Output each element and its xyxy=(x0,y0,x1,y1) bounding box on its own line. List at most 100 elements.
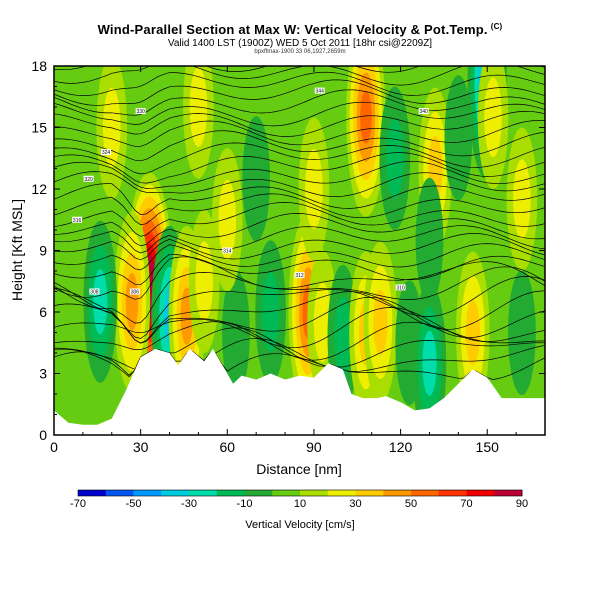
contour-label: 306 xyxy=(131,290,140,296)
theta-contour xyxy=(54,233,545,261)
contour-label: 316 xyxy=(73,218,82,224)
copyright-mark: (C) xyxy=(490,22,503,31)
velocity-cell xyxy=(305,149,323,229)
x-tick-label: 120 xyxy=(389,439,413,455)
colorbar-swatch xyxy=(438,490,467,496)
theta-contour xyxy=(54,142,545,175)
theta-contour xyxy=(54,213,545,247)
colorbar-tick-label: 30 xyxy=(349,498,361,510)
theta-contour xyxy=(54,71,545,96)
contour-label-box xyxy=(135,108,146,115)
velocity-cell xyxy=(484,77,502,158)
theta-contour xyxy=(54,321,545,361)
colorbar: -70 -50 -30 -10 10 30 50 70 90 xyxy=(70,489,528,510)
colorbar-swatch xyxy=(272,490,301,496)
velocity-cell xyxy=(360,90,372,144)
velocity-cell xyxy=(261,272,280,352)
y-tick-label: 15 xyxy=(31,120,47,136)
velocity-cell xyxy=(415,177,444,303)
velocity-cell xyxy=(93,269,108,335)
contour-label: 324 xyxy=(102,150,111,156)
axes: 0 30 60 90 120 150 0 3 6 9 12 15 18 xyxy=(31,58,545,455)
theta-contour xyxy=(54,79,545,106)
contour-label: 330 xyxy=(136,109,145,115)
y-tick-label: 9 xyxy=(39,243,47,259)
y-tick-label: 6 xyxy=(39,304,47,320)
colorbar-swatch xyxy=(466,490,495,496)
x-tick-label: 0 xyxy=(50,439,58,455)
colorbar-tick-label: 50 xyxy=(405,498,417,510)
theta-contour xyxy=(54,152,545,184)
theta-contour xyxy=(54,39,545,64)
y-tick-label: 3 xyxy=(39,366,47,382)
theta-contour xyxy=(54,276,545,339)
velocity-cell xyxy=(222,269,250,396)
colorbar-tick-label: 10 xyxy=(294,498,306,510)
theta-contour xyxy=(54,110,545,137)
colorbar-tick-label: -70 xyxy=(70,498,86,510)
colorbar-frame xyxy=(77,489,523,497)
velocity-cell xyxy=(373,289,388,355)
y-tick-label: 0 xyxy=(39,427,47,443)
contour-label-box xyxy=(100,149,111,156)
x-tick-label: 60 xyxy=(220,439,236,455)
theta-contour xyxy=(54,171,545,197)
colorbar-swatch xyxy=(355,490,384,496)
colorbar-tick-label: -10 xyxy=(237,498,253,510)
theta-contour xyxy=(54,327,545,370)
contour-label-box xyxy=(418,108,429,115)
contour-label: 310 xyxy=(396,285,405,291)
contour-label: 312 xyxy=(295,273,304,279)
velocity-cell xyxy=(334,296,352,377)
terrain-profile xyxy=(54,348,545,435)
colorbar-label: Vertical Velocity [cm/s] xyxy=(245,519,354,531)
contour-label: 344 xyxy=(316,89,325,95)
contour-label-box xyxy=(129,288,140,295)
colorbar-swatch xyxy=(78,490,107,496)
theta-contour xyxy=(54,101,545,127)
colorbar-swatch xyxy=(327,490,356,496)
contour-label: 314 xyxy=(223,249,232,255)
terrain xyxy=(54,348,545,435)
velocity-cell xyxy=(386,118,404,199)
y-axis-label: Height [Kft MSL] xyxy=(9,199,25,301)
chart-title-text: Wind-Parallel Section at Max W: Vertical… xyxy=(97,22,488,37)
theta-contour xyxy=(54,266,545,324)
contour-label-box xyxy=(294,272,305,279)
theta-contour xyxy=(54,256,545,300)
contour-label: 320 xyxy=(84,177,93,183)
colorbar-swatch xyxy=(105,490,134,496)
theta-contour xyxy=(54,243,545,271)
velocity-cell xyxy=(465,300,480,365)
valid-time-line: Valid 1400 LST (1900Z) WED 5 Oct 2011 [1… xyxy=(167,38,433,49)
theta-contour xyxy=(54,253,545,286)
contour-label-box xyxy=(89,288,100,295)
colorbar-swatch xyxy=(189,490,218,496)
x-tick-label: 150 xyxy=(476,439,500,455)
theta-contour xyxy=(54,225,545,254)
velocity-cell xyxy=(102,87,121,168)
contour-label-box xyxy=(72,216,83,223)
x-axis-label: Distance [nm] xyxy=(256,461,342,477)
velocity-cell xyxy=(444,75,473,201)
velocity-cell xyxy=(125,273,139,331)
velocity-cell xyxy=(195,241,213,322)
theta-contour xyxy=(54,202,545,237)
source-line: bpxffmax-1900 33 06,1927,2659m xyxy=(254,49,346,55)
velocity-cell xyxy=(422,330,437,396)
y-tick-label: 12 xyxy=(31,181,47,197)
x-tick-label: 30 xyxy=(133,439,149,455)
velocity-cell xyxy=(508,269,536,396)
colorbar-tick-label: 70 xyxy=(460,498,472,510)
colorbar-tick-label: -30 xyxy=(181,498,197,510)
theta-contour xyxy=(54,193,545,226)
y-tick-label: 18 xyxy=(31,58,47,74)
colorbar-swatch xyxy=(383,490,412,496)
x-tick-label: 90 xyxy=(306,439,322,455)
colorbar-swatch xyxy=(216,490,245,496)
chart-title: Wind-Parallel Section at Max W: Vertical… xyxy=(0,22,600,37)
colorbar-swatch xyxy=(133,490,162,496)
velocity-cell xyxy=(218,179,237,260)
contour-label: 308 xyxy=(90,290,99,296)
